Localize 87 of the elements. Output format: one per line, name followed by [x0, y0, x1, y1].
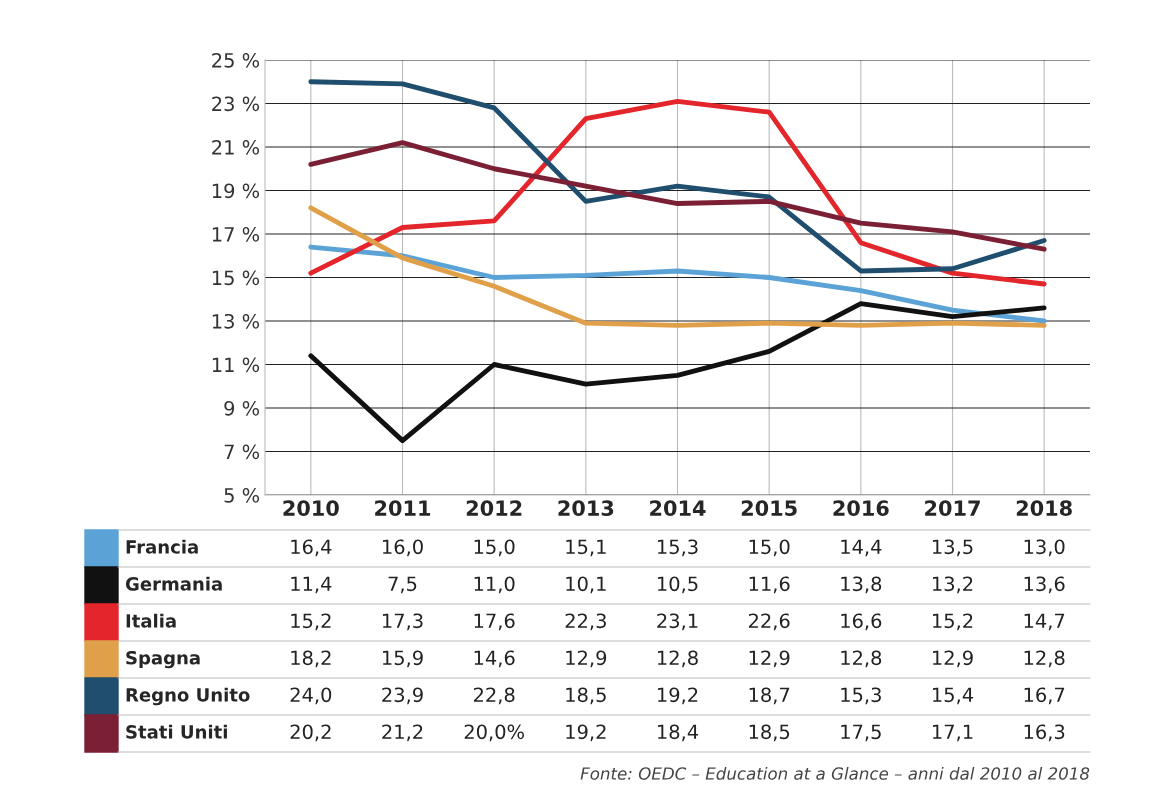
data-label: 15,2: [932, 613, 973, 631]
line-series: [308, 98, 1047, 287]
data-label: 13,0: [1024, 539, 1065, 557]
y-tick-label: 15 %: [212, 270, 260, 286]
data-label: 20,2: [290, 724, 331, 742]
line-series: [308, 301, 1047, 444]
data-label: 23,9: [382, 687, 423, 705]
data-label: 10,1: [566, 576, 606, 594]
data-label: 18,5: [749, 724, 790, 742]
data-label: 19,2: [566, 724, 606, 742]
source-note: Fonte: OEDC – Education at a Glance – anni dal 2010 al 2018: [580, 766, 1090, 780]
data-label: 12,9: [932, 650, 973, 668]
data-label: 22,6: [748, 613, 790, 631]
data-label: 16,6: [841, 613, 882, 631]
x-tick-label: 2011: [375, 500, 431, 516]
line-series: [308, 205, 1047, 328]
data-label: 14,4: [841, 539, 882, 557]
legend-label: Spagna: [126, 650, 200, 669]
x-tick-label: 2013: [558, 500, 614, 516]
data-label: 17,6: [474, 613, 515, 631]
data-label: 12,8: [1024, 650, 1065, 668]
data-label: 16,0: [382, 539, 423, 557]
x-tick-label: 2010: [283, 500, 339, 516]
data-label: 18,4: [657, 724, 699, 742]
legend-label: Stati Uniti: [126, 724, 227, 739]
data-label: 15,0: [474, 539, 515, 557]
data-label: 15,0: [749, 539, 790, 557]
y-tick-label: 25 %: [212, 52, 260, 68]
data-label: 18,2: [291, 650, 331, 668]
data-label: 15,4: [932, 687, 974, 705]
line-series: [308, 244, 1047, 324]
legend-label: Germania: [125, 576, 222, 591]
data-label: 13,5: [932, 539, 973, 557]
x-tick-label: 2014: [650, 500, 706, 516]
data-label: 11,4: [291, 576, 332, 594]
y-tick-label: 21 %: [212, 139, 260, 155]
data-label: 13,6: [1024, 576, 1065, 594]
data-label: 12,8: [657, 650, 698, 668]
data-label: 12,9: [749, 650, 790, 668]
data-label: 14,6: [474, 650, 515, 668]
line-series: [308, 140, 1047, 252]
x-tick-label: 2015: [741, 500, 797, 516]
data-label: 16,3: [1024, 724, 1065, 742]
y-tick-label: 11 %: [212, 357, 260, 373]
data-label: 15,2: [291, 613, 331, 631]
legend-label: Francia: [126, 539, 198, 554]
data-label: 13,2: [932, 576, 973, 594]
data-label: 20,0%: [464, 724, 524, 742]
x-tick-label: 2016: [833, 500, 889, 516]
data-label: 7,5: [388, 576, 417, 594]
data-label: 23,1: [657, 613, 698, 631]
y-tick-label: 5 %: [224, 487, 260, 503]
data-label: 16,4: [291, 539, 332, 557]
data-label: 16,7: [1024, 687, 1065, 705]
data-label: 15,3: [841, 687, 881, 705]
y-tick-label: 23 %: [212, 96, 260, 112]
line-series: [308, 79, 1047, 274]
x-tick-label: 2017: [925, 500, 980, 516]
y-tick-label: 17 %: [212, 226, 260, 242]
y-tick-label: 19 %: [212, 183, 260, 199]
data-label: 15,1: [566, 539, 606, 557]
data-label: 18,5: [566, 687, 606, 705]
legend-label: Regno Unito: [126, 687, 250, 706]
data-label: 11,6: [749, 576, 790, 594]
data-label: 14,7: [1024, 613, 1065, 631]
legend-label: Italia: [126, 613, 176, 628]
data-label: 10,5: [657, 576, 698, 594]
y-tick-label: 7 %: [224, 444, 260, 460]
data-label: 12,8: [841, 650, 882, 668]
data-label: 17,3: [382, 613, 423, 631]
x-tick-label: 2018: [1016, 500, 1072, 516]
y-tick-label: 13 %: [212, 313, 260, 329]
data-label: 17,1: [932, 724, 973, 742]
data-label: 13,8: [841, 576, 882, 594]
data-label: 19,2: [657, 687, 698, 705]
data-label: 15,3: [657, 539, 698, 557]
data-label: 22,3: [565, 613, 606, 631]
data-label: 22,8: [473, 687, 515, 705]
data-label: 24,0: [290, 687, 332, 705]
data-label: 21,2: [382, 724, 423, 742]
data-label: 12,9: [566, 650, 607, 668]
x-tick-label: 2012: [466, 500, 522, 516]
data-label: 17,5: [841, 724, 881, 742]
data-label: 15,9: [382, 650, 423, 668]
data-label: 11,0: [474, 576, 515, 594]
y-tick-label: 9 %: [224, 400, 260, 416]
data-label: 18,7: [749, 687, 790, 705]
